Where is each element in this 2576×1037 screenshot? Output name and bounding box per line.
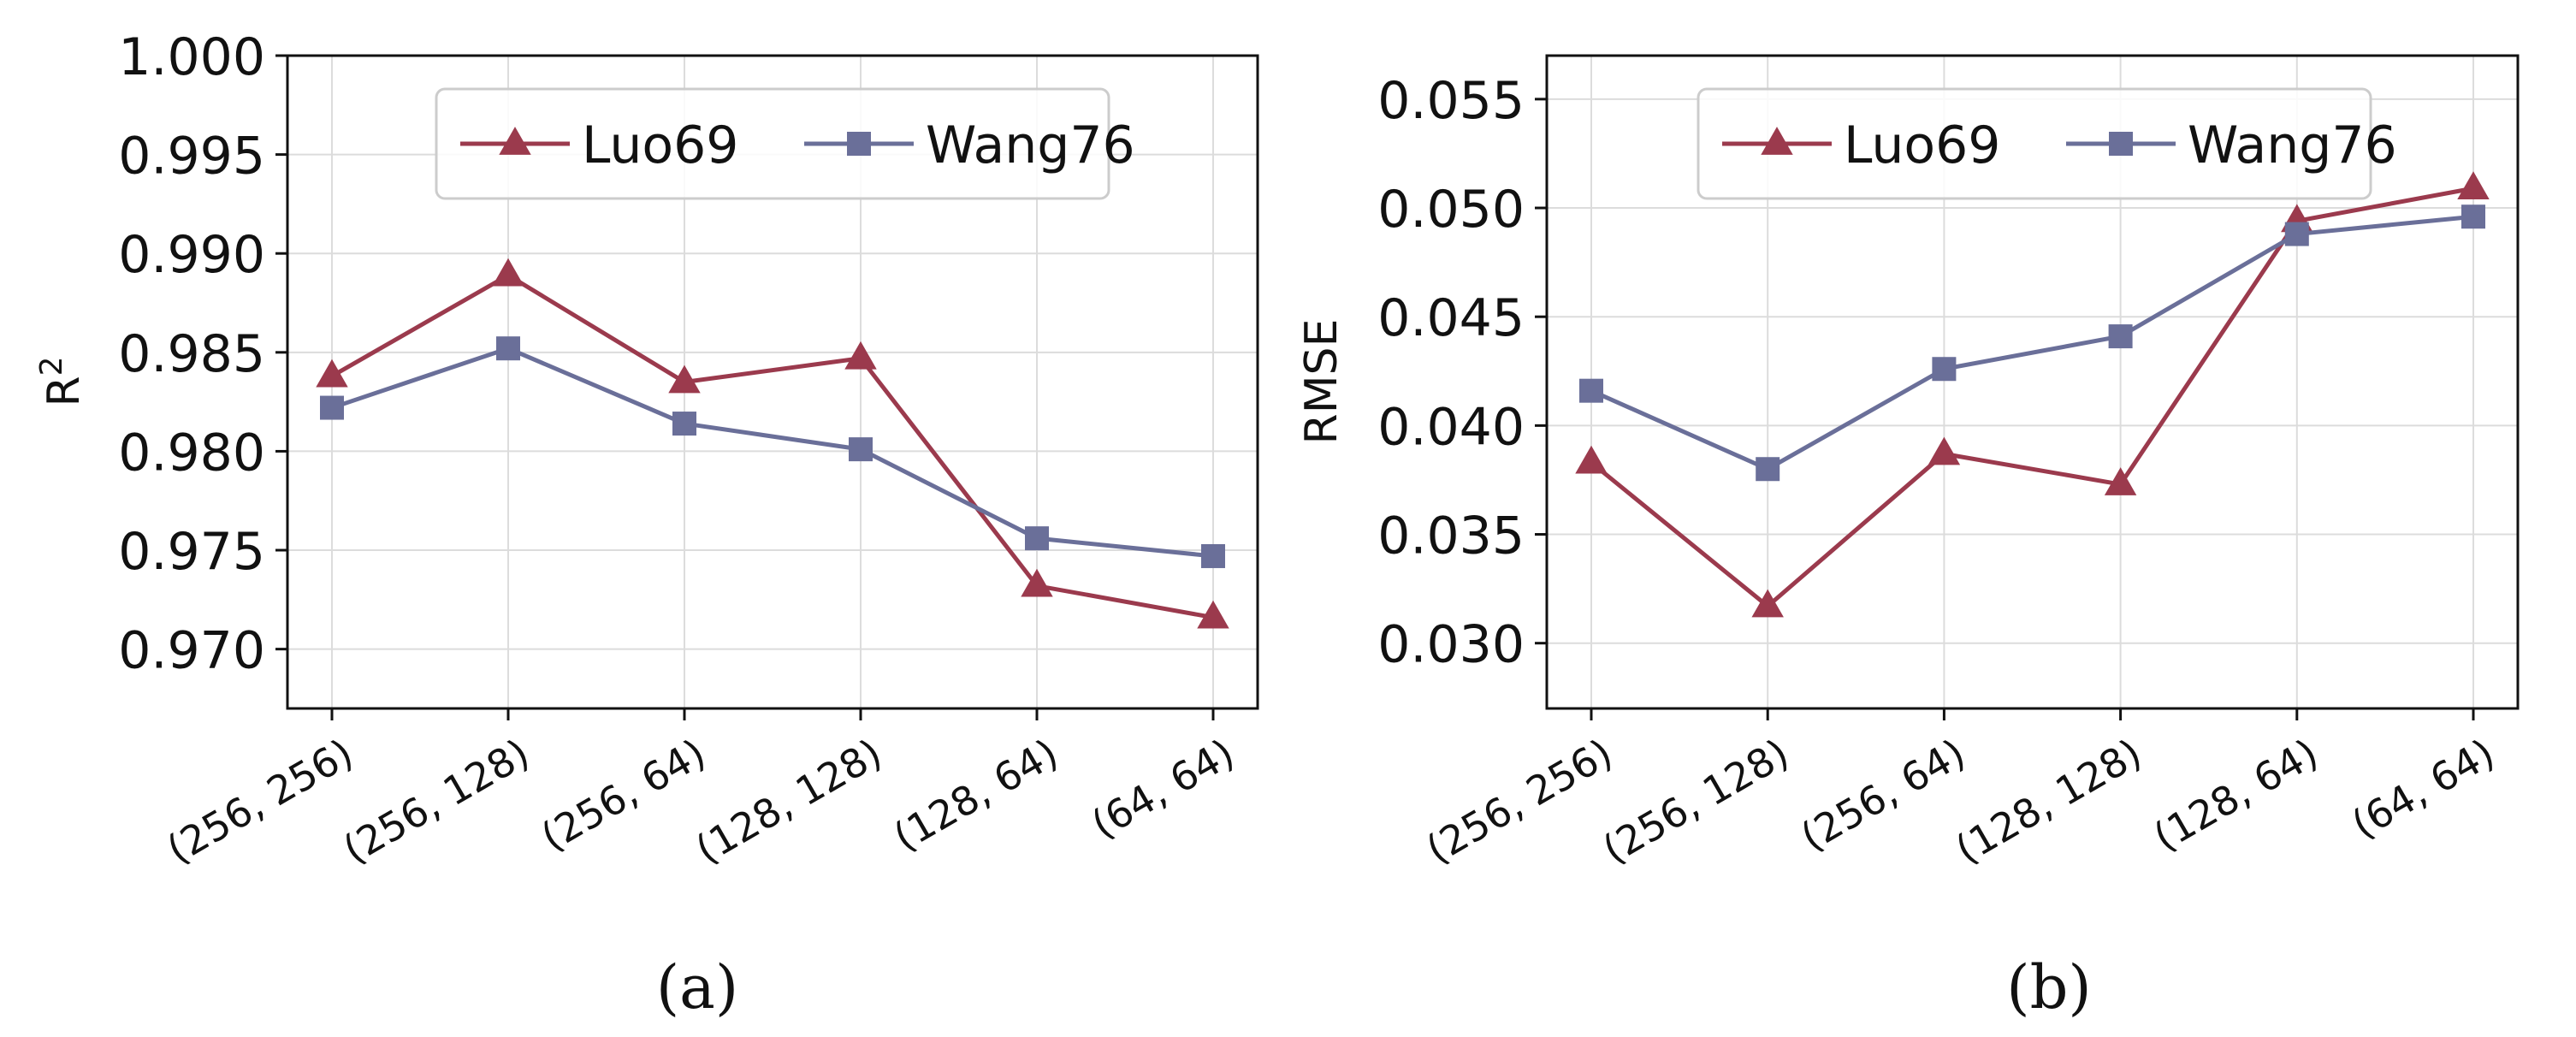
legend-box xyxy=(1697,87,2372,200)
y-tick-label: 0.040 xyxy=(1377,397,1525,457)
y-axis-ticks: 0.030 0.035 0.040 0.045 0.050 0.055 xyxy=(1377,71,1547,675)
x-tick-label: (256, 64) xyxy=(533,730,713,861)
x-tick-label: (256, 256) xyxy=(1418,730,1620,873)
panel-caption: (a) xyxy=(656,952,738,1022)
data-point xyxy=(1025,526,1049,551)
y-tick-label: 0.035 xyxy=(1377,507,1525,566)
x-tick-label: (128, 128) xyxy=(1948,730,2149,873)
y-tick-label: 0.055 xyxy=(1377,71,1525,131)
series-line xyxy=(330,273,1214,620)
data-point xyxy=(492,258,524,287)
x-tick-label: (256, 256) xyxy=(159,730,360,873)
legend-box xyxy=(435,87,1110,200)
panel-caption: (b) xyxy=(2006,952,2091,1022)
data-point xyxy=(2108,324,2133,349)
data-point xyxy=(2457,171,2490,200)
series-luo69 xyxy=(1575,171,2490,618)
data-point xyxy=(320,395,344,420)
legend-label: Wang76 xyxy=(2188,116,2397,175)
chart-panel-a: 0.970 0.975 0.980 0.985 0.990 0.995 1.000 (256,… xyxy=(34,27,1259,1022)
y-tick-label: 1.000 xyxy=(118,27,265,87)
y-axis-label: RMSE xyxy=(1296,319,1347,445)
y-tick-label: 0.990 xyxy=(118,225,265,285)
data-point xyxy=(668,364,701,394)
legend: Luo69 Wang76 xyxy=(1697,87,2397,200)
data-point xyxy=(316,359,348,388)
legend: Luo69 Wang76 xyxy=(435,87,1135,200)
data-point xyxy=(1751,589,1784,618)
x-tick-label: (128, 64) xyxy=(2146,730,2325,861)
data-point xyxy=(496,336,520,361)
legend-label: Luo69 xyxy=(1844,116,2000,175)
chart-panel-b: 0.030 0.035 0.040 0.045 0.050 0.055 (256, 256)… xyxy=(1296,54,2520,1022)
legend-entry-wang76: Wang76 xyxy=(2066,116,2397,175)
series-wang76 xyxy=(320,336,1225,568)
plot-frame xyxy=(286,54,1259,710)
y-tick-label: 0.980 xyxy=(118,423,265,483)
data-point xyxy=(672,412,696,436)
legend-marker xyxy=(847,132,871,156)
x-tick-label: (128, 64) xyxy=(885,730,1065,861)
y-tick-label: 0.975 xyxy=(118,522,265,582)
y-tick-label: 0.030 xyxy=(1377,615,1525,675)
data-point xyxy=(2284,222,2309,246)
data-point xyxy=(849,437,873,462)
x-tick-label: (256, 128) xyxy=(1595,730,1796,873)
legend-label: Wang76 xyxy=(926,116,1135,175)
data-point xyxy=(1928,436,1961,465)
legend-marker xyxy=(2109,132,2133,156)
x-tick-label: (64, 64) xyxy=(1084,730,1242,848)
y-tick-label: 0.050 xyxy=(1377,180,1525,240)
x-axis-ticks: (256, 256)(256, 128)(256, 64)(128, 128)(… xyxy=(1418,708,2502,873)
y-tick-label: 0.045 xyxy=(1377,288,1525,348)
x-tick-label: (64, 64) xyxy=(2344,730,2502,848)
y-tick-label: 0.970 xyxy=(118,621,265,681)
legend-marker xyxy=(499,127,531,155)
series-line xyxy=(331,346,1214,559)
data-point xyxy=(1575,445,1608,474)
data-point xyxy=(1021,568,1053,597)
panels: 0.970 0.975 0.980 0.985 0.990 0.995 1.000 (256,… xyxy=(34,27,2520,1022)
data-point xyxy=(1197,600,1229,629)
series-line xyxy=(1590,186,2474,608)
data-point xyxy=(844,341,877,370)
series-wang76 xyxy=(1579,204,2485,482)
legend-label: Luo69 xyxy=(582,116,738,175)
legend-entry-luo69: Luo69 xyxy=(460,116,738,175)
legend-entry-wang76: Wang76 xyxy=(804,116,1135,175)
legend-entry-luo69: Luo69 xyxy=(1722,116,2000,175)
y-axis-ticks: 0.970 0.975 0.980 0.985 0.990 0.995 1.000 xyxy=(118,27,287,681)
legend-marker xyxy=(1761,127,1793,155)
data-point xyxy=(2104,467,2137,495)
x-tick-label: (256, 128) xyxy=(335,730,536,873)
data-point xyxy=(1201,543,1225,568)
data-point xyxy=(2461,204,2485,229)
data-point xyxy=(1932,357,1957,382)
x-tick-label: (128, 128) xyxy=(688,730,889,873)
plot-frame xyxy=(1545,54,2520,710)
x-axis-ticks: (256, 256)(256, 128)(256, 64)(128, 128)(… xyxy=(159,708,1242,873)
series-luo69 xyxy=(316,258,1229,629)
data-point xyxy=(1579,378,1603,403)
x-tick-label: (256, 64) xyxy=(1793,730,1973,861)
y-tick-label: 0.995 xyxy=(118,127,265,187)
series-line xyxy=(1590,214,2474,471)
data-point xyxy=(1756,457,1780,482)
y-tick-label: 0.985 xyxy=(118,324,265,384)
y-axis-label: R2 xyxy=(34,356,90,406)
